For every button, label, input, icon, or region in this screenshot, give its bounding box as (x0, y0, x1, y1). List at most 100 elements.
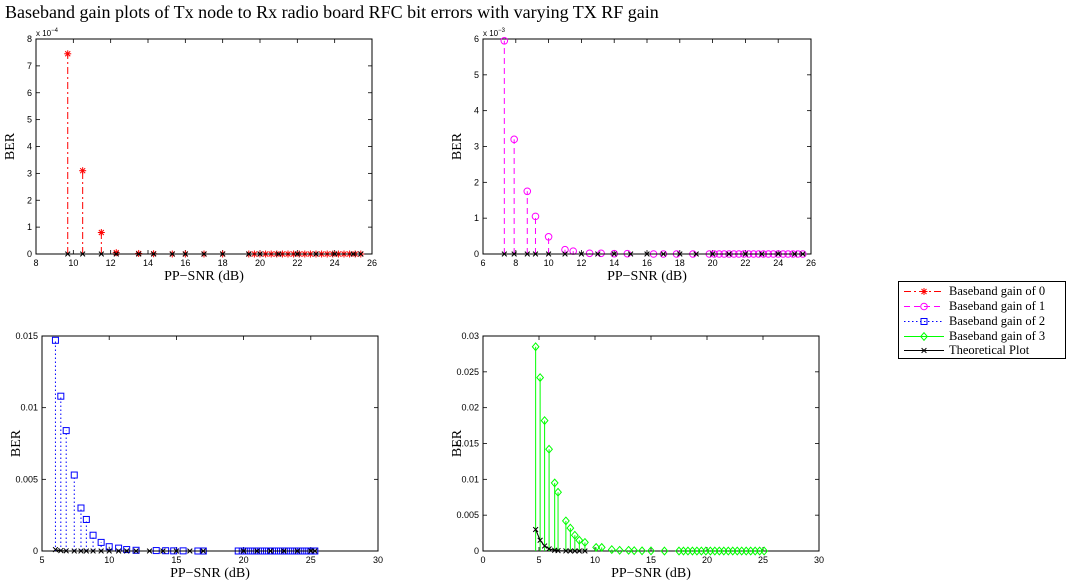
data-point (98, 548, 104, 554)
data-point (597, 542, 606, 552)
data-point (240, 548, 247, 554)
data-point (98, 251, 105, 257)
data-point (98, 229, 105, 236)
y-tick-label: 7 (27, 61, 32, 71)
legend-label: Theoretical Plot (949, 343, 1030, 357)
data-point (647, 546, 655, 556)
x-tick-label: 14 (609, 258, 619, 268)
data-point (562, 251, 568, 257)
y-axis-label: BER (450, 429, 465, 457)
legend-item: Baseband gain of 1 (899, 299, 1067, 314)
data-point (294, 251, 301, 257)
data-point (105, 543, 113, 551)
data-point (79, 167, 86, 174)
data-point (615, 545, 624, 555)
y-tick-label: 0.01 (461, 474, 479, 484)
data-point (567, 548, 574, 554)
x-tick-label: 14 (143, 258, 153, 268)
data-point (350, 251, 357, 257)
data-point (660, 546, 669, 556)
data-point (83, 548, 90, 554)
data-point (561, 516, 570, 526)
data-point (123, 548, 130, 554)
data-point (511, 251, 517, 257)
y-tick-label: 0 (33, 546, 38, 556)
data-point (275, 251, 282, 257)
x-tick-label: 18 (218, 258, 228, 268)
series-baseband-gain-of-3 (531, 342, 769, 556)
y-tick-label: 4 (27, 142, 32, 152)
y-tick-label: 2 (27, 195, 32, 205)
x-tick-label: 30 (373, 555, 383, 565)
y-tick-label: 0 (27, 249, 32, 259)
data-point (79, 251, 86, 257)
legend-label: Baseband gain of 3 (949, 329, 1046, 343)
data-point (160, 548, 166, 554)
legend-label: Baseband gain of 0 (949, 284, 1046, 298)
plot-area (482, 335, 820, 552)
data-point (219, 251, 226, 257)
legend-swatch-0 (904, 288, 944, 295)
data-point (920, 318, 928, 325)
x-axis-label: PP−SNR (dB) (164, 269, 244, 284)
y-axis-label: BER (3, 132, 18, 160)
data-point (791, 251, 798, 257)
data-point (331, 251, 338, 257)
data-point (201, 251, 207, 257)
plot-area (35, 38, 373, 255)
x-tick-label: 10 (590, 555, 600, 565)
series-theoretical-plot (501, 251, 806, 257)
data-point (611, 251, 617, 257)
data-point (267, 548, 274, 554)
data-point (550, 478, 559, 488)
plot-area (41, 335, 379, 552)
x-tick-label: 20 (255, 258, 265, 268)
x-tick-label: 5 (39, 555, 44, 565)
data-point (563, 548, 569, 554)
x-tick-label: 26 (806, 258, 816, 268)
data-point (358, 251, 364, 257)
data-point (575, 535, 584, 545)
data-point (572, 548, 578, 554)
y-tick-label: 0.005 (456, 510, 479, 520)
data-point (182, 251, 189, 257)
data-point (920, 302, 928, 311)
data-point (693, 251, 699, 257)
legend-swatch-1 (904, 302, 944, 311)
x-tick-label: 24 (773, 258, 783, 268)
x-tick-label: 25 (758, 555, 768, 565)
data-point (607, 545, 616, 555)
data-point (540, 416, 549, 426)
legend: Baseband gain of 0 Baseband gain of 1 Ba… (898, 281, 1066, 359)
data-point (524, 251, 531, 257)
data-point (150, 251, 157, 257)
x-tick-label: 10 (544, 258, 554, 268)
data-point (313, 251, 319, 257)
data-point (775, 251, 781, 257)
data-point (630, 546, 639, 556)
x-tick-label: 0 (480, 555, 485, 565)
data-point (660, 251, 667, 257)
x-axis-label: PP−SNR (dB) (611, 566, 691, 581)
y-tick-label: 0.025 (456, 367, 479, 377)
data-point (257, 251, 263, 257)
data-point (726, 251, 732, 257)
data-point (294, 548, 301, 554)
data-point (537, 537, 543, 544)
data-point (624, 545, 633, 555)
data-point (677, 251, 683, 257)
data-point (742, 251, 749, 257)
legend-label: Baseband gain of 1 (949, 299, 1046, 313)
data-point (545, 444, 554, 454)
x-tick-label: 30 (814, 555, 824, 565)
x-tick-label: 12 (106, 258, 116, 268)
y-exponent: −4 (51, 28, 59, 34)
data-point (532, 251, 539, 257)
data-point (536, 373, 545, 383)
data-point (501, 251, 508, 257)
data-point (146, 548, 153, 554)
y-axis-label: BER (9, 429, 24, 457)
data-point (510, 135, 518, 144)
y-tick-label: 2 (474, 177, 479, 187)
x-tick-label: 20 (239, 555, 249, 565)
